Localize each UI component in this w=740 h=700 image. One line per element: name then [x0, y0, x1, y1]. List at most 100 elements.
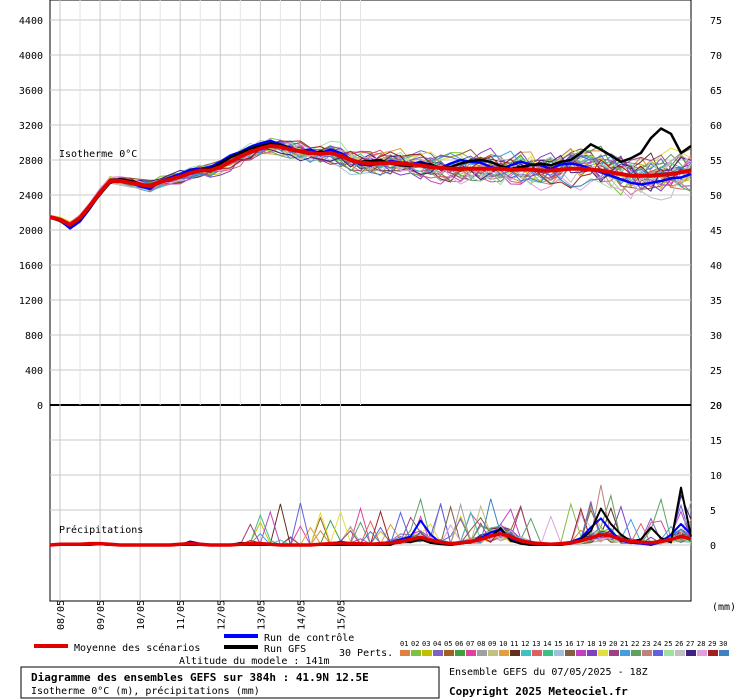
ensemble-run-label: Ensemble GEFS du 07/05/2025 - 18Z — [449, 667, 648, 678]
pert-number: 16 — [565, 640, 573, 648]
pert-number: 06 — [455, 640, 463, 648]
pert-swatch — [697, 650, 707, 656]
pert-swatch — [620, 650, 630, 656]
isotherm-panel: Isotherme 0°C — [49, 0, 692, 405]
pert-swatch — [675, 650, 685, 656]
legend-perts-label: 30 Perts. — [339, 648, 393, 659]
y-tick-label-right: 30 — [710, 331, 722, 342]
precip-tick-label: 5 — [710, 506, 716, 517]
copyright: Copyright 2025 Meteociel.fr — [449, 685, 628, 698]
pert-swatch — [719, 650, 729, 656]
pert-number: 25 — [664, 640, 672, 648]
legend-mean-swatch — [34, 644, 68, 648]
y-tick-label-left: 400 — [25, 366, 43, 377]
pert-number: 13 — [532, 640, 540, 648]
pert-number: 30 — [719, 640, 727, 648]
x-tick-label: 12/05 — [216, 600, 227, 630]
pert-number: 17 — [576, 640, 584, 648]
pert-number: 05 — [444, 640, 452, 648]
y-tick-label-right: 25 — [710, 366, 722, 377]
precip-tick-label: 0 — [710, 541, 716, 552]
y-tick-label-left: 3200 — [19, 121, 43, 132]
x-tick-label: 14/05 — [296, 600, 307, 630]
pert-number: 23 — [642, 640, 650, 648]
pert-number: 02 — [411, 640, 419, 648]
y-tick-label-right: 50 — [710, 191, 722, 202]
isotherm-plot-area — [49, 0, 692, 406]
info-box — [20, 666, 440, 699]
precip-tick-label: 20 — [710, 401, 722, 412]
precip-tick-label: 15 — [710, 436, 722, 447]
pert-number: 26 — [675, 640, 683, 648]
pert-number: 21 — [620, 640, 628, 648]
pert-number: 15 — [554, 640, 562, 648]
x-tick-label: 09/05 — [96, 600, 107, 630]
y-tick-label-right: 40 — [710, 261, 722, 272]
y-tick-label-right: 70 — [710, 51, 722, 62]
pert-swatch — [587, 650, 597, 656]
pert-number: 29 — [708, 640, 716, 648]
x-tick-label: 08/05 — [56, 600, 67, 630]
pert-swatch — [532, 650, 542, 656]
y-tick-label-left: 2400 — [19, 191, 43, 202]
pert-number: 22 — [631, 640, 639, 648]
legend: Moyenne des scénarios Run de contrôle Ru… — [34, 632, 729, 659]
pert-number: 09 — [488, 640, 496, 648]
model-altitude: Altitude du modele : 141m — [179, 656, 330, 667]
pert-swatch — [466, 650, 476, 656]
y-tick-label-left: 3600 — [19, 86, 43, 97]
legend-control-label: Run de contrôle — [264, 632, 354, 644]
y-tick-label-right: 65 — [710, 86, 722, 97]
y-tick-label-left: 2000 — [19, 226, 43, 237]
pert-number: 20 — [609, 640, 617, 648]
member-line — [49, 147, 692, 226]
y-tick-label-right: 55 — [710, 156, 722, 167]
pert-swatch — [499, 650, 509, 656]
y-tick-label-left: 0 — [37, 401, 43, 412]
pert-swatch — [521, 650, 531, 656]
precip-unit-label: (mm) — [712, 602, 736, 613]
y-tick-label-right: 35 — [710, 296, 722, 307]
pert-swatch — [653, 650, 663, 656]
pert-number: 19 — [598, 640, 606, 648]
pert-number: 11 — [510, 640, 518, 648]
mean-line — [49, 532, 692, 547]
pert-number: 14 — [543, 640, 551, 648]
pert-number: 10 — [499, 640, 507, 648]
y-tick-label-left: 2800 — [19, 156, 43, 167]
legend-control-swatch — [224, 634, 258, 638]
x-tick-label: 15/05 — [336, 600, 347, 630]
pert-swatch — [477, 650, 487, 656]
legend-gfs-swatch — [224, 645, 258, 649]
pert-number: 28 — [697, 640, 705, 648]
info-box-subtitle: Isotherme 0°C (m), précipitations (mm) — [31, 685, 260, 697]
pert-swatch — [444, 650, 454, 656]
pert-number: 08 — [477, 640, 485, 648]
pert-swatch — [598, 650, 608, 656]
precip-plot-area — [49, 404, 692, 602]
y-tick-label-left: 800 — [25, 331, 43, 342]
x-tick-label: 10/05 — [136, 600, 147, 630]
pert-swatch — [642, 650, 652, 656]
pert-number: 18 — [587, 640, 595, 648]
pert-swatch — [543, 650, 553, 656]
pert-swatch — [510, 650, 520, 656]
pert-swatch — [664, 650, 674, 656]
pert-swatch — [455, 650, 465, 656]
pert-number: 24 — [653, 640, 661, 648]
pert-swatch — [609, 650, 619, 656]
pert-swatch — [631, 650, 641, 656]
pert-number: 27 — [686, 640, 694, 648]
precip-tick-label: 10 — [710, 471, 722, 482]
x-tick-label: 13/05 — [256, 600, 267, 630]
pert-swatch — [554, 650, 564, 656]
precipitation-panel: Précipitations — [49, 405, 692, 601]
x-tick-label: 11/05 — [176, 600, 187, 630]
pert-number: 07 — [466, 640, 474, 648]
pert-swatch — [422, 650, 432, 656]
y-tick-label-right: 45 — [710, 226, 722, 237]
y-tick-label-right: 20 — [710, 401, 722, 412]
info-box-title: Diagramme des ensembles GEFS sur 384h : … — [31, 671, 369, 684]
pert-number: 03 — [422, 640, 430, 648]
